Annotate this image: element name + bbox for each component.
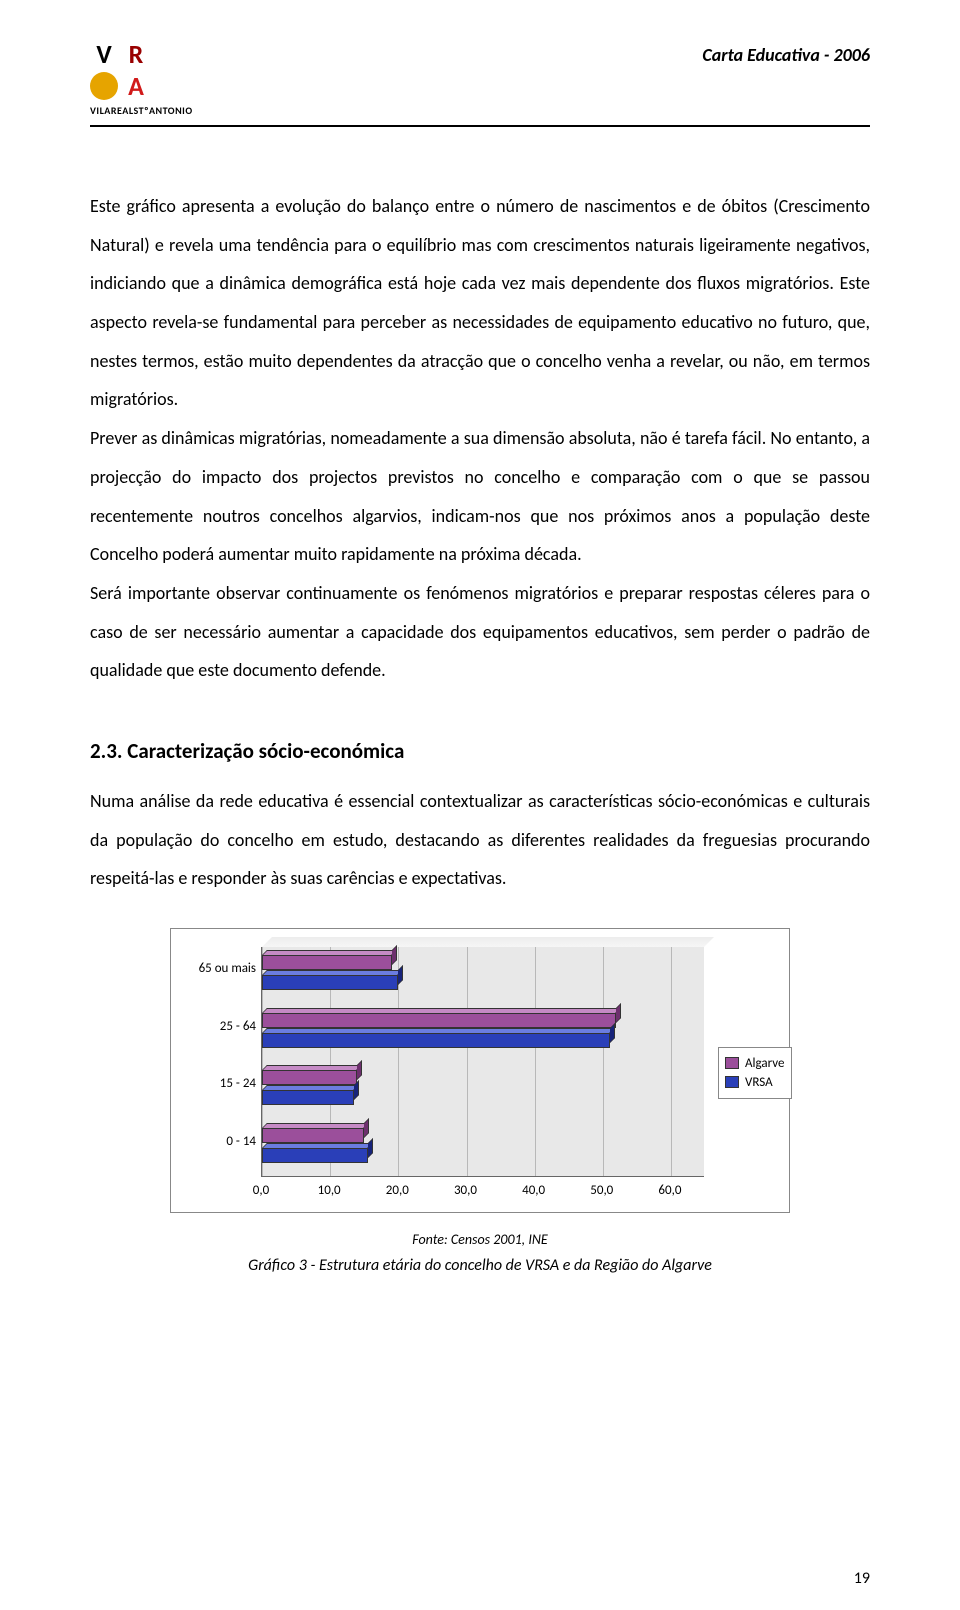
chart-category-label: 65 ou mais xyxy=(186,961,256,976)
logo-letter-r: R xyxy=(122,40,150,68)
chart-x-axis: 0,010,020,030,040,050,060,0 xyxy=(261,1177,704,1198)
logo-letter-a: A xyxy=(122,72,150,100)
chart-x-tick: 60,0 xyxy=(636,1183,704,1198)
document-title: Carta Educativa - 2006 xyxy=(702,40,870,66)
chart-bar xyxy=(262,975,398,990)
paragraph-3: Será importante observar continuamente o… xyxy=(90,574,870,690)
chart-x-tick: 50,0 xyxy=(568,1183,636,1198)
chart-x-tick: 0,0 xyxy=(227,1183,295,1198)
chart-bar xyxy=(262,955,392,970)
legend-label: VRSA xyxy=(745,1075,773,1090)
chart-caption: Gráfico 3 - Estrutura etária do concelho… xyxy=(90,1256,870,1275)
section-heading: 2.3. Caracterização sócio-económica xyxy=(90,738,870,764)
chart-category-label: 15 - 24 xyxy=(186,1076,256,1091)
chart-bar xyxy=(262,1070,357,1085)
logo-circle-o xyxy=(90,72,118,100)
legend-label: Algarve xyxy=(745,1056,784,1071)
chart-category-label: 25 - 64 xyxy=(186,1019,256,1034)
legend-item: Algarve xyxy=(725,1054,784,1073)
logo-letter-v: V xyxy=(90,40,118,68)
chart-bar xyxy=(262,1148,368,1163)
chart-bar xyxy=(262,1033,610,1048)
chart-x-tick: 10,0 xyxy=(295,1183,363,1198)
paragraph-1: Este gráfico apresenta a evolução do bal… xyxy=(90,187,870,419)
logo: V R A VILAREALSTºANTONIO xyxy=(90,40,210,117)
chart-x-tick: 40,0 xyxy=(500,1183,568,1198)
paragraph-2: Prever as dinâmicas migratórias, nomeada… xyxy=(90,419,870,574)
chart-category-label: 0 - 14 xyxy=(186,1134,256,1149)
chart-bar xyxy=(262,1128,364,1143)
age-structure-chart: 65 ou mais25 - 6415 - 240 - 14 0,010,020… xyxy=(170,928,790,1213)
header-rule xyxy=(90,125,870,127)
logo-caption: VILAREALSTºANTONIO xyxy=(90,104,210,117)
chart-plot-area: 65 ou mais25 - 6415 - 240 - 14 xyxy=(261,947,704,1177)
chart-bar xyxy=(262,1013,616,1028)
legend-swatch xyxy=(725,1057,739,1069)
chart-source: Fonte: Censos 2001, INE xyxy=(90,1231,870,1248)
legend-item: VRSA xyxy=(725,1073,784,1092)
legend-swatch xyxy=(725,1076,739,1088)
chart-x-tick: 30,0 xyxy=(431,1183,499,1198)
chart-legend: Algarve VRSA xyxy=(718,1047,791,1099)
page-number: 19 xyxy=(854,1569,870,1588)
chart-bar xyxy=(262,1090,354,1105)
chart-x-tick: 20,0 xyxy=(363,1183,431,1198)
paragraph-4: Numa análise da rede educativa é essenci… xyxy=(90,782,870,898)
